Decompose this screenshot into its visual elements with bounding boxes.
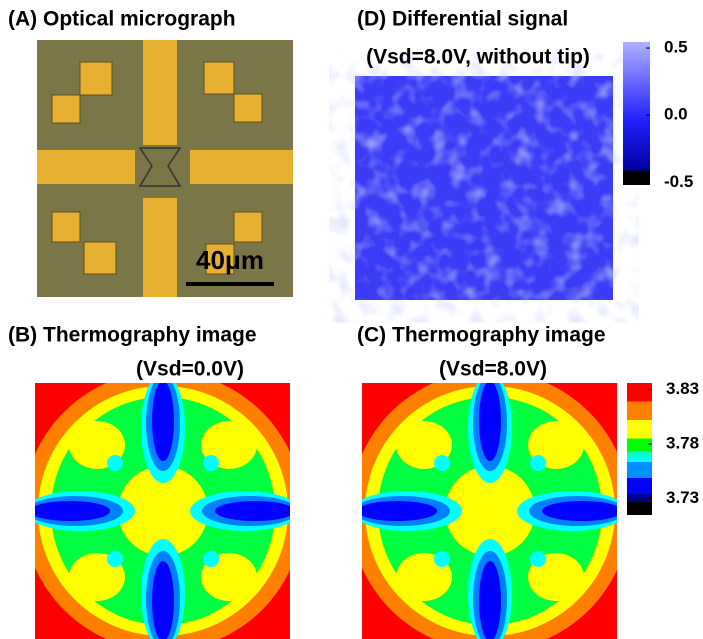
differential-image bbox=[355, 76, 613, 300]
thermography-image bbox=[350, 371, 630, 639]
colorbar-tick-label: 3.78 bbox=[666, 434, 699, 453]
panel-title: (D) Differential signal bbox=[357, 8, 568, 31]
thermography-image bbox=[23, 371, 303, 639]
panel-subtitle: (Vsd=0.0V) bbox=[136, 358, 244, 381]
panel-title: (B) Thermography image bbox=[8, 324, 257, 347]
colorbar-tick-label: -0.5 bbox=[664, 172, 693, 191]
colorbar-tick-label: 0.5 bbox=[664, 38, 688, 57]
panel-subtitle: (Vsd=8.0V, without tip) bbox=[366, 46, 590, 69]
panel-title: (C) Thermography image bbox=[357, 324, 606, 347]
colorbar bbox=[627, 383, 652, 515]
optical-image bbox=[37, 40, 293, 297]
colorbar-tick-label: 0.0 bbox=[664, 105, 688, 124]
scale-bar-label: 40μm bbox=[196, 245, 264, 275]
panel-subtitle: (Vsd=8.0V) bbox=[439, 358, 547, 381]
colorbar bbox=[623, 42, 650, 185]
colorbar-tick-label: 3.73 bbox=[666, 488, 699, 507]
panel-title: (A) Optical micrograph bbox=[8, 8, 236, 31]
colorbar-tick-label: 3.83 bbox=[666, 379, 699, 398]
